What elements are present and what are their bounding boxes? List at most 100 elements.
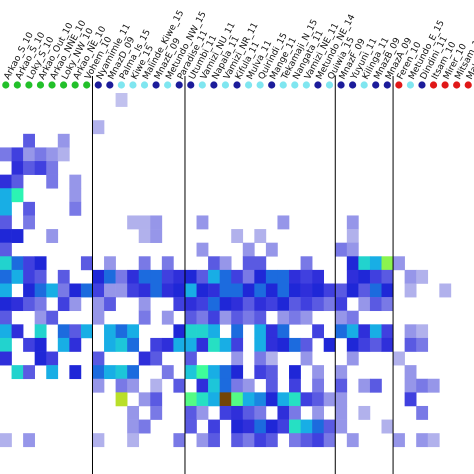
heatmap-cell (11, 297, 24, 312)
heatmap-cell (34, 297, 47, 312)
heatmap-cell (161, 310, 174, 325)
heatmap-cell (254, 283, 267, 298)
heatmap-cell (196, 324, 209, 339)
heatmap-cell (138, 283, 151, 298)
heatmap-cell (393, 433, 405, 448)
heatmap-cell (265, 297, 278, 312)
heatmap-cell (161, 337, 174, 352)
heatmap-cell (0, 215, 12, 230)
heatmap-cell (104, 337, 116, 352)
heatmap-cell (173, 337, 186, 352)
heatmap-cell (57, 337, 70, 352)
heatmap-cell (184, 392, 197, 407)
heatmap-cell (265, 269, 278, 284)
heatmap-cell (323, 433, 336, 448)
heatmap-cell (289, 310, 301, 325)
heatmap-cell (11, 256, 24, 271)
heatmap-cell (416, 433, 429, 448)
heatmap-cell (138, 297, 151, 312)
heatmap-cell (196, 392, 209, 407)
heatmap-cell (150, 269, 163, 284)
column-group-dot (325, 81, 334, 89)
heatmap-cell (323, 297, 336, 312)
heatmap-cell (231, 324, 244, 339)
heatmap-cell (115, 283, 128, 298)
heatmap-cell (23, 365, 35, 380)
heatmap-cell (115, 392, 128, 407)
heatmap-cell (312, 283, 325, 298)
heatmap-cell (150, 229, 163, 243)
column-group-dot (36, 81, 45, 89)
heatmap-cell (104, 365, 116, 380)
heatmap-cell (184, 310, 197, 325)
heatmap-cell (34, 269, 47, 284)
heatmap-cell (369, 337, 382, 352)
heatmap-cell (381, 256, 394, 271)
heatmap-cell (138, 269, 151, 284)
heatmap-cell (265, 392, 278, 407)
heatmap-cell (265, 351, 278, 366)
heatmap-cell (277, 405, 290, 420)
heatmap-cell (254, 433, 267, 448)
heatmap-cell (265, 378, 278, 393)
heatmap-cell (254, 229, 267, 243)
column-group-dot (453, 81, 461, 89)
heatmap-cell (0, 310, 12, 325)
heatmap-cell (46, 351, 59, 366)
column-group-dot (291, 81, 299, 89)
heatmap-cell (289, 405, 301, 420)
heatmap-cell (335, 242, 348, 257)
heatmap-cell (196, 242, 209, 257)
column-group-dot (302, 81, 310, 89)
heatmap-cell (335, 405, 348, 420)
column-group-dot (117, 81, 125, 89)
heatmap-cell (92, 351, 105, 366)
heatmap-cell (104, 297, 116, 312)
heatmap-cell (0, 256, 12, 271)
column-group-dot (418, 81, 426, 89)
heatmap-cell (0, 324, 12, 339)
heatmap-cell (265, 337, 278, 352)
heatmap-cell (80, 256, 93, 271)
heatmap-cell (196, 365, 209, 380)
heatmap-cell (289, 269, 301, 284)
heatmap-cell (0, 201, 12, 216)
heatmap-cell (104, 283, 116, 298)
heatmap-cell (381, 324, 394, 339)
heatmap-cell (404, 365, 417, 380)
heatmap-cell (242, 419, 255, 434)
heatmap-cell (242, 242, 255, 257)
heatmap-cell (358, 269, 371, 284)
heatmap-cell (23, 161, 35, 175)
heatmap-cell (369, 378, 382, 393)
heatmap-cells (0, 93, 452, 448)
heatmap-cell (138, 351, 151, 366)
heatmap-cell (242, 269, 255, 284)
heatmap-cell (173, 269, 186, 284)
heatmap-cell (289, 433, 301, 448)
heatmap-cell (57, 297, 70, 312)
heatmap-cell (335, 419, 348, 434)
heatmap-cell (312, 365, 325, 380)
column-group-dot (71, 81, 79, 89)
heatmap-cell (242, 405, 255, 420)
heatmap-cell (196, 297, 209, 312)
heatmap-cell (346, 269, 359, 284)
column-group-dot (129, 81, 137, 89)
heatmap-cell (69, 201, 82, 216)
heatmap-cell (80, 283, 93, 298)
heatmap-cell (277, 419, 290, 434)
heatmap-cell (242, 283, 255, 298)
column-group-dot (464, 81, 472, 89)
column-group-dot (198, 81, 206, 89)
column-group-dot (406, 81, 415, 89)
heatmap-cell (127, 283, 140, 298)
heatmap-cell (231, 433, 244, 448)
column-group-dot (175, 81, 183, 89)
heatmap-cell (57, 324, 70, 339)
heatmap-cell (277, 392, 290, 407)
heatmap-cell (208, 297, 220, 312)
heatmap-cell (115, 365, 128, 380)
heatmap-cell (0, 433, 12, 448)
heatmap-cell (46, 365, 59, 380)
